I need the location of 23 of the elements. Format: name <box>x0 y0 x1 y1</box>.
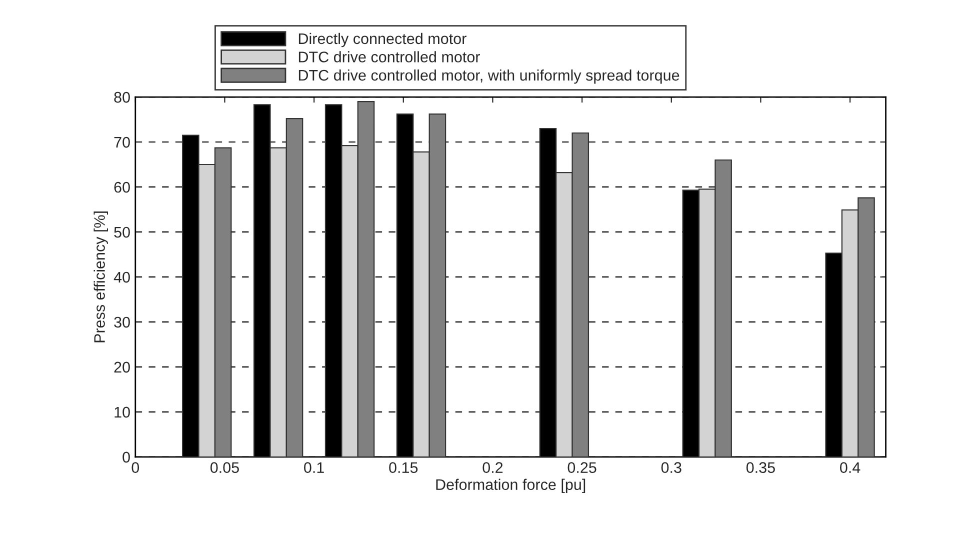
x-tick-label: 0 <box>132 462 140 473</box>
y-tick-label: 30 <box>114 316 130 328</box>
legend-label: DTC drive controlled motor <box>298 51 480 62</box>
y-tick-label: 40 <box>114 272 130 283</box>
x-tick-label: 0.15 <box>389 462 418 473</box>
y-tick-label: 50 <box>114 226 130 238</box>
y-axis-title: Press efficiency [%] <box>94 212 108 342</box>
y-tick-label: 10 <box>114 406 130 418</box>
x-tick-label: 0.35 <box>746 462 775 473</box>
y-tick-label: 0 <box>122 452 130 463</box>
x-tick-label: 0.05 <box>210 462 239 473</box>
x-axis-title: Deformation force [pu] <box>436 478 586 494</box>
x-tick-label: 0.3 <box>661 462 682 473</box>
x-tick-label: 0.25 <box>568 462 596 473</box>
y-tick-label: 20 <box>114 362 130 373</box>
y-tick-label: 60 <box>114 182 130 193</box>
x-tick-label: 0.4 <box>840 462 860 473</box>
y-tick-label: 80 <box>114 92 130 103</box>
y-tick-label: 70 <box>114 136 130 148</box>
x-tick-label: 0.1 <box>304 462 324 473</box>
x-tick-label: 0.2 <box>482 462 503 473</box>
legend-label: Directly connected motor <box>298 32 466 48</box>
legend-label: DTC drive controlled motor, with uniformly spread torque <box>298 69 680 84</box>
